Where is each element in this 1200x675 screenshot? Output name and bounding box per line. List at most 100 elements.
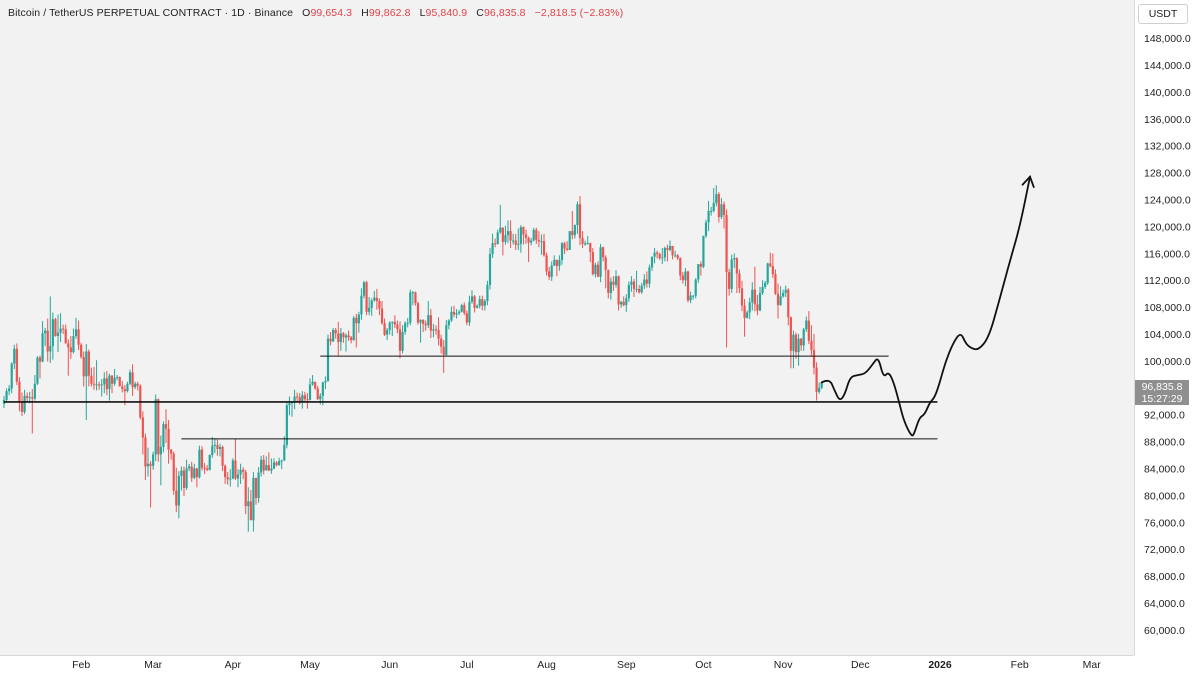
candle-body-up — [712, 202, 715, 211]
candle-body-up — [193, 468, 196, 478]
candle-body-down — [82, 356, 85, 377]
candle-body-up — [506, 231, 510, 236]
candle-body-up — [388, 322, 391, 330]
candle-body-up — [553, 260, 556, 266]
candle-body-up — [177, 475, 180, 506]
candle-body-up — [663, 247, 666, 258]
candle-body-up — [692, 295, 695, 297]
time-tick-label: Feb — [72, 659, 90, 671]
candle-body-down — [249, 501, 252, 521]
candle-body-down — [18, 381, 21, 402]
candle-body-down — [463, 305, 466, 314]
candle-body-up — [208, 455, 211, 470]
candle-body-up — [627, 284, 630, 299]
candle-body-up — [409, 292, 412, 323]
candle-body-up — [751, 289, 754, 303]
candle-body-down — [473, 296, 476, 308]
candle-body-up — [100, 384, 103, 386]
candle-body-down — [596, 264, 600, 277]
candle-body-down — [743, 305, 746, 318]
candle-body-down — [524, 234, 528, 238]
candle-body-up — [159, 446, 162, 455]
candle-body-up — [455, 313, 458, 315]
candle-body-up — [805, 320, 808, 330]
time-tick-label: Dec — [851, 659, 870, 671]
candle-body-down — [756, 304, 759, 311]
candle-body-down — [442, 346, 445, 355]
candle-body-up — [152, 454, 155, 466]
candles — [2, 185, 823, 532]
candle-body-up — [185, 468, 188, 488]
candle-body-up — [211, 445, 214, 456]
candle-body-up — [630, 281, 633, 285]
candle-body-up — [49, 346, 52, 352]
candle-body-down — [242, 469, 245, 472]
candle-body-up — [609, 281, 612, 293]
price-tick-label: 148,000.0 — [1144, 33, 1191, 45]
candle-body-up — [761, 286, 764, 293]
candle-body-up — [13, 348, 16, 364]
low-label: L — [419, 7, 426, 19]
candle-body-up — [802, 329, 805, 346]
candle-body-up — [560, 243, 564, 261]
candle-body-up — [746, 312, 749, 318]
candle-body-down — [602, 247, 605, 258]
currency-unit-button[interactable]: USDT — [1138, 4, 1188, 24]
candle-body-up — [614, 276, 618, 285]
last-price-value: 96,835.8 — [1141, 381, 1183, 393]
candle-body-up — [260, 459, 263, 473]
price-tick-label: 92,000.0 — [1144, 410, 1185, 422]
price-axis-background — [1134, 0, 1200, 675]
open-value: 99,654.3 — [310, 7, 353, 19]
price-tick-label: 72,000.0 — [1144, 544, 1185, 556]
candle-body-down — [64, 329, 67, 344]
candle-body-down — [31, 397, 34, 399]
candle-body-up — [10, 363, 13, 389]
time-tick-label: Sep — [617, 659, 636, 671]
price-axis[interactable]: 60,000.0 64,000.0 68,000.0 72,000.0 76,000.0… — [1134, 0, 1200, 675]
candle-body-down — [296, 396, 299, 398]
candle-body-up — [44, 330, 47, 334]
price-tick-label: 136,000.0 — [1144, 114, 1191, 126]
candle-body-down — [638, 288, 641, 293]
candle-body-down — [80, 344, 83, 357]
price-tick-label: 88,000.0 — [1144, 437, 1185, 449]
candle-body-up — [293, 396, 296, 402]
candle-body-up — [311, 381, 314, 385]
time-axis[interactable]: Feb Mar Apr May Jun Jul Aug Sep Oct Nov Dec 2026 Feb… — [0, 655, 1200, 675]
candle-body-up — [445, 325, 448, 355]
candle-body-down — [414, 292, 417, 304]
candle-body-up — [488, 253, 492, 285]
price-tick-label: 68,000.0 — [1144, 571, 1185, 583]
candle-body-down — [514, 240, 517, 245]
candle-body-up — [599, 247, 602, 277]
candle-body-down — [632, 281, 636, 289]
candle-body-up — [558, 260, 561, 267]
candle-body-down — [303, 395, 306, 400]
candle-body-down — [62, 328, 65, 330]
price-tick-label: 64,000.0 — [1144, 598, 1185, 610]
candle-body-down — [182, 470, 186, 488]
candle-body-up — [103, 378, 106, 385]
price-tick-label: 120,000.0 — [1144, 221, 1191, 233]
candle-body-up — [694, 279, 697, 296]
candle-body-down — [800, 338, 803, 346]
price-tick-label: 100,000.0 — [1144, 356, 1191, 368]
candle-body-down — [656, 252, 659, 254]
candle-body-up — [386, 329, 389, 335]
candle-body-down — [440, 338, 443, 347]
candle-body-up — [134, 383, 137, 388]
candle-body-down — [789, 317, 792, 351]
candle-body-down — [15, 348, 18, 382]
candle-body-down — [254, 477, 258, 499]
candle-body-down — [149, 463, 152, 466]
projection-drawing — [820, 174, 1035, 437]
candle-body-down — [275, 462, 278, 466]
candle-body-down — [681, 275, 684, 281]
time-tick-label: 2026 — [928, 659, 952, 671]
candle-body-up — [288, 403, 291, 406]
candle-body-up — [360, 295, 363, 315]
candle-body-up — [496, 232, 499, 244]
candle-body-up — [540, 241, 543, 243]
